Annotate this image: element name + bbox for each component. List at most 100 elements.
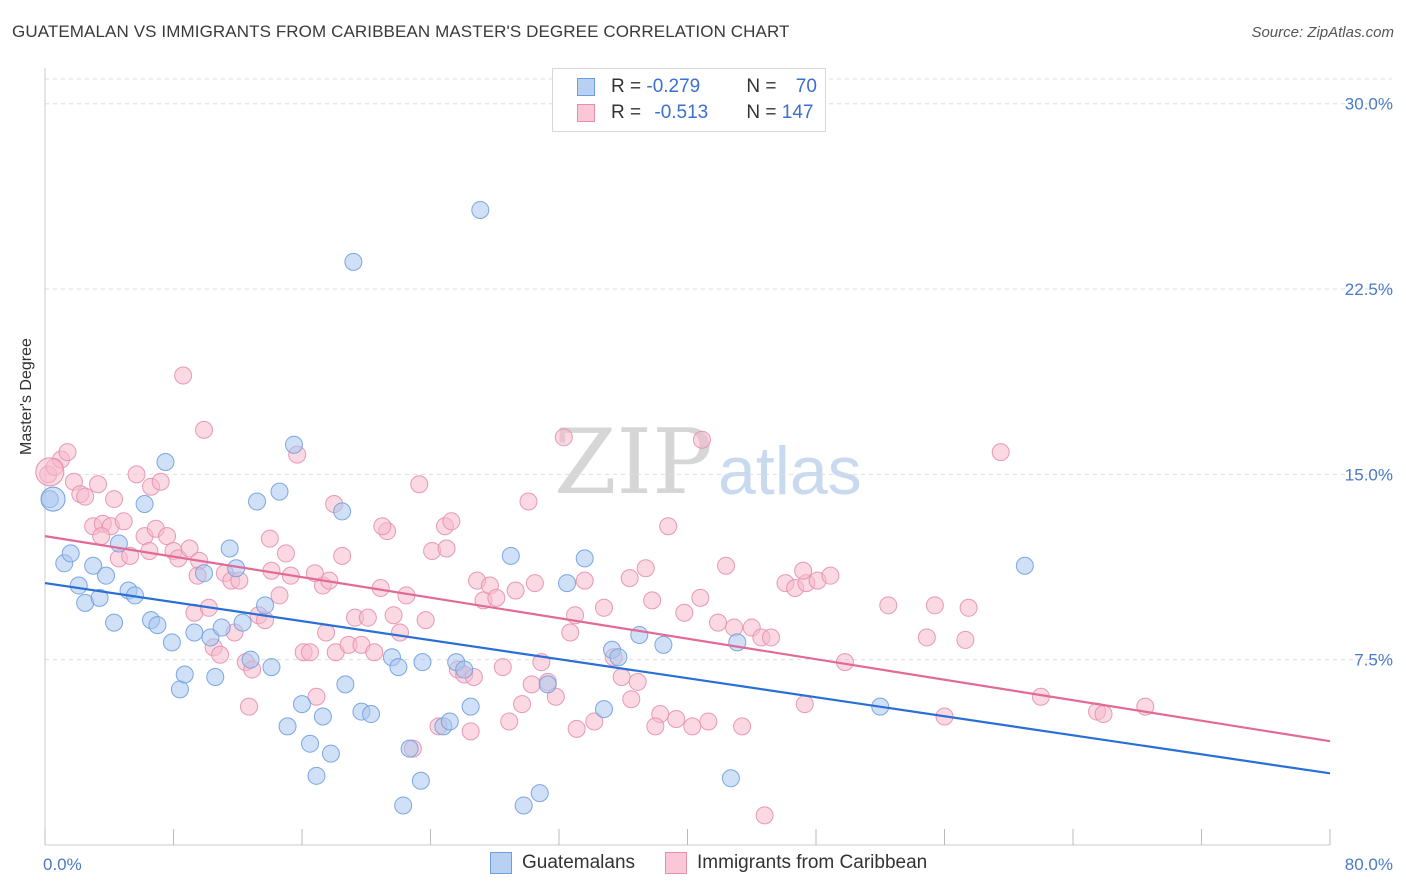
data-point (284, 435, 303, 454)
data-point (389, 658, 408, 677)
data-point (691, 588, 710, 607)
data-point (440, 712, 459, 731)
legend-n-label: N = (746, 76, 782, 97)
legend-n-value: 147 (781, 102, 814, 123)
data-point (471, 200, 490, 219)
data-point (233, 613, 252, 632)
data-point (148, 616, 167, 635)
x-tick-label: 0.0% (43, 855, 82, 874)
data-point (390, 623, 409, 642)
data-point (525, 574, 544, 593)
correlation-legend: R = -0.279 N = 70 R = -0.513 N = 147 (552, 68, 826, 132)
data-point (307, 687, 326, 706)
data-point (69, 576, 88, 595)
data-point (61, 544, 80, 563)
data-point (276, 544, 295, 563)
data-point (500, 712, 519, 731)
data-point (514, 796, 533, 815)
data-point (105, 490, 124, 509)
data-point (135, 495, 154, 514)
series-swatch-caribbean (665, 852, 688, 874)
data-point (212, 618, 231, 637)
data-point (659, 517, 678, 536)
data-point (717, 556, 736, 575)
data-point (879, 596, 898, 615)
data-point (158, 527, 177, 546)
data-point (410, 475, 429, 494)
tick-labels: 7.5% 15.0% 22.5% 30.0% 0.0% 80.0% (43, 95, 1393, 874)
data-point (239, 697, 258, 716)
legend-row-caribbean: R = -0.513 N = 147 (577, 101, 813, 125)
data-point (567, 719, 586, 738)
data-point (260, 529, 279, 548)
data-point (609, 648, 628, 667)
series-group (39, 366, 1155, 825)
data-point (84, 556, 103, 575)
trend-layer (44, 535, 1331, 775)
y-tick-label: 22.5% (1345, 280, 1393, 299)
data-point (270, 482, 289, 501)
data-point (959, 598, 978, 617)
data-point (76, 487, 95, 506)
data-point (195, 420, 214, 439)
data-point (519, 492, 538, 511)
series-label-caribbean: Immigrants from Caribbean (697, 852, 928, 873)
y-tick-label: 7.5% (1354, 651, 1393, 670)
data-point (174, 366, 193, 385)
series-label-guatemalans: Guatemalans (522, 852, 636, 873)
data-point (220, 539, 239, 558)
data-point (365, 643, 384, 662)
data-point (333, 546, 352, 565)
data-point (675, 603, 694, 622)
data-point (307, 766, 326, 785)
data-point (522, 675, 541, 694)
data-point (493, 658, 512, 677)
data-point (394, 796, 413, 815)
data-point (558, 574, 577, 593)
data-point (180, 539, 199, 558)
data-point (358, 608, 377, 627)
watermark-atlas: atlas (718, 433, 862, 509)
data-point (575, 549, 594, 568)
legend-r-label: R = (611, 102, 647, 123)
legend-r-label: R = (611, 76, 647, 97)
data-point (362, 705, 381, 724)
data-point (413, 653, 432, 672)
data-point (991, 443, 1010, 462)
data-point (206, 667, 225, 686)
chart-title: GUATEMALAN VS IMMIGRANTS FROM CARIBBEAN … (12, 22, 790, 41)
data-point (442, 512, 461, 531)
data-point (709, 613, 728, 632)
data-point (90, 588, 109, 607)
data-point (755, 806, 774, 825)
data-point (794, 561, 813, 580)
trend-line (44, 535, 1331, 743)
data-point (575, 571, 594, 590)
data-point (333, 502, 352, 521)
data-point (622, 690, 641, 709)
data-point (612, 667, 631, 686)
data-point (278, 717, 297, 736)
data-point (561, 623, 580, 642)
data-point (248, 492, 267, 511)
y-tick-label: 30.0% (1345, 95, 1393, 114)
x-tick-label: 80.0% (1345, 855, 1393, 874)
series-legend-guatemalans: Guatemalans (490, 852, 635, 874)
data-point (35, 457, 65, 487)
data-point (293, 695, 311, 714)
series-legend-caribbean: Immigrants from Caribbean (665, 852, 927, 874)
data-point (156, 453, 175, 471)
data-point (105, 613, 124, 632)
axes (44, 68, 1331, 846)
legend-row-guatemalans: R = -0.279 N = 70 (577, 75, 817, 99)
data-point (195, 564, 214, 583)
data-point (384, 606, 403, 625)
data-point (654, 635, 673, 654)
data-point (628, 672, 647, 691)
data-point (821, 566, 840, 585)
legend-swatch-caribbean (577, 104, 595, 122)
data-point (211, 645, 230, 664)
data-point (594, 700, 613, 719)
data-point (121, 546, 140, 565)
